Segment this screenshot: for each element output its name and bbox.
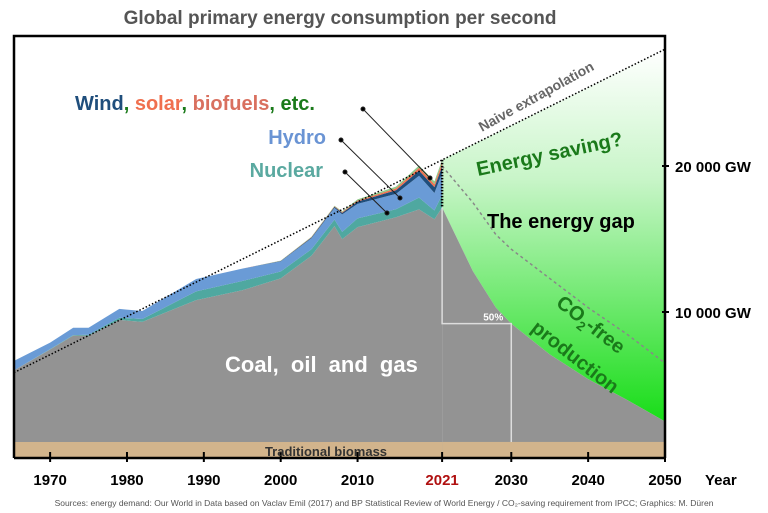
- label-renewables: Wind, solar, biofuels, etc.: [75, 93, 315, 115]
- label-comma: ,: [269, 93, 275, 115]
- callout-line-renewables: [362, 108, 431, 179]
- label-biofuels: biofuels: [193, 93, 270, 115]
- label-nuclear: Nuclear: [250, 160, 324, 182]
- projected-fossil-area: [442, 207, 665, 458]
- chart-title: Global primary energy consumption per se…: [124, 8, 557, 29]
- x-tick-label: 1970: [33, 472, 66, 489]
- label-hydro: Hydro: [268, 127, 326, 149]
- callouts: [338, 106, 433, 216]
- label-traditional-biomass: Traditional biomass: [265, 444, 387, 459]
- source-note: Sources: energy demand: Our World in Dat…: [55, 498, 714, 508]
- area-coal-oil-and-gas: [14, 207, 443, 442]
- label-solar: solar: [135, 93, 183, 115]
- callout-dot: [338, 137, 344, 143]
- callout-line-hydro: [340, 139, 401, 199]
- callout-dot: [342, 169, 348, 175]
- plot-area: [14, 49, 665, 458]
- energy-gap-area: [442, 49, 665, 422]
- label-coal-oil-gas: Coal, oil and gas: [225, 352, 418, 377]
- axes: 1970 1980 1990 2000 2010 2021 2030 2040 2050 Year…: [12, 34, 752, 489]
- label-comma: ,: [124, 93, 130, 115]
- callout-dot: [360, 106, 366, 112]
- callout-dot: [427, 175, 433, 181]
- x-axis-label: Year: [705, 472, 737, 489]
- projection-dashed-line: [441, 165, 666, 364]
- area-nuclear: [14, 195, 443, 371]
- label-etc: etc.: [280, 93, 314, 115]
- callout-dot: [384, 210, 390, 216]
- plot-frame: [12, 34, 667, 458]
- area-traditional-biomass: [14, 441, 443, 458]
- area-hydro: [14, 173, 443, 371]
- label-comma: ,: [182, 93, 188, 115]
- x-tick-label: 1980: [110, 472, 143, 489]
- x-tick-label: 2000: [264, 472, 297, 489]
- naive-extrapolation-line: [13, 48, 666, 374]
- label-wind: Wind: [75, 93, 124, 115]
- x-tick-label: 2050: [648, 472, 681, 489]
- x-tick-label: 2040: [571, 472, 604, 489]
- y-tick-label: 10 000 GW: [675, 305, 752, 322]
- x-tick-label: 2010: [341, 472, 374, 489]
- callout-line-nuclear: [344, 171, 388, 214]
- label-energy-gap: The energy gap: [487, 211, 635, 233]
- x-tick-label: 2021: [425, 472, 458, 489]
- x-tick-label: 2030: [495, 472, 528, 489]
- halving-label: 50%: [483, 313, 503, 324]
- halving-marker-line: [441, 207, 513, 442]
- area-biomass-projection: [442, 441, 665, 458]
- callout-dot: [397, 195, 403, 201]
- x-tick-label: 1990: [187, 472, 220, 489]
- y-tick-label: 20 000 GW: [675, 159, 752, 176]
- overlay: 50%: [13, 48, 666, 442]
